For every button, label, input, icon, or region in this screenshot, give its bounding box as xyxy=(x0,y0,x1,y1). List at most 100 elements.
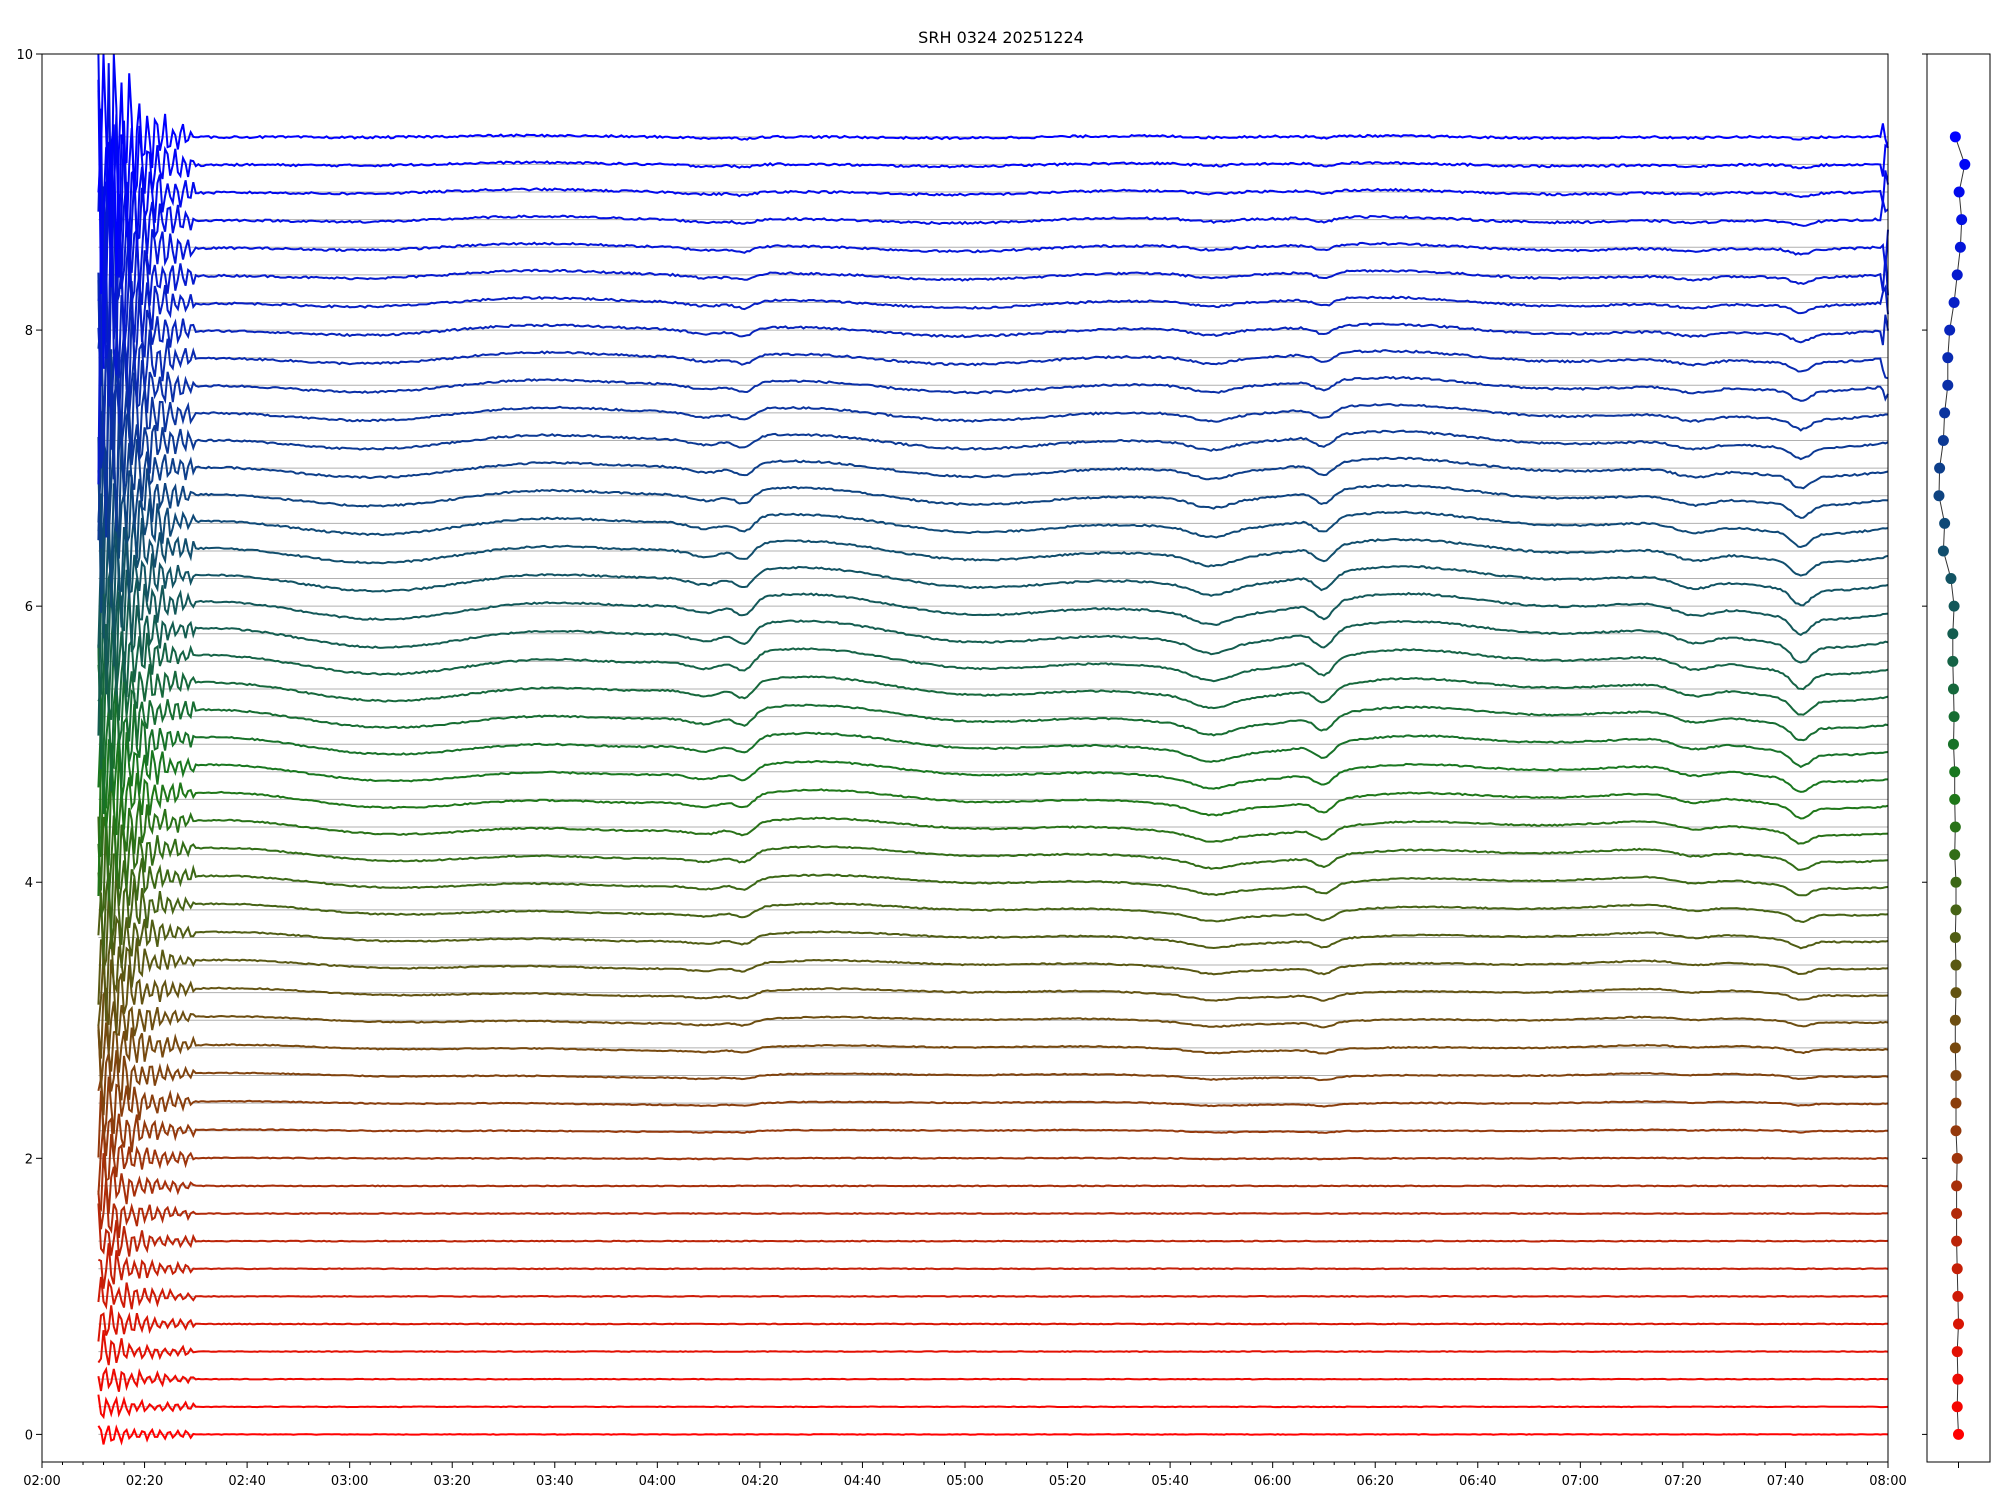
side-marker xyxy=(1952,1373,1964,1385)
side-marker xyxy=(1949,1042,1961,1054)
x-tick-label: 06:40 xyxy=(1459,1474,1496,1489)
trace-line xyxy=(97,1090,1889,1158)
side-marker xyxy=(1944,324,1956,336)
trace-line xyxy=(97,316,1889,538)
side-marker xyxy=(1939,407,1951,419)
side-marker xyxy=(1949,131,1961,143)
x-tick-label: 03:20 xyxy=(433,1474,470,1489)
x-tick-label: 02:20 xyxy=(126,1474,163,1489)
trace-line xyxy=(97,1394,1889,1420)
trace-line xyxy=(97,1179,1889,1238)
side-panel xyxy=(1922,53,1991,1468)
side-marker xyxy=(1951,1208,1963,1220)
side-marker xyxy=(1948,711,1960,723)
trace-line xyxy=(97,933,1889,1022)
x-tick-label: 02:00 xyxy=(23,1474,60,1489)
x-tick-label: 05:20 xyxy=(1049,1474,1086,1489)
trace-line xyxy=(97,955,1889,1036)
side-marker xyxy=(1951,1263,1963,1275)
side-marker xyxy=(1956,214,1968,226)
side-marker xyxy=(1951,1346,1963,1358)
x-tick-label: 07:00 xyxy=(1562,1474,1599,1489)
side-marker xyxy=(1954,241,1966,253)
y-tick-label: 6 xyxy=(25,600,33,615)
x-tick-label: 07:40 xyxy=(1767,1474,1804,1489)
trace-line xyxy=(97,750,1889,897)
trace-line xyxy=(97,194,1889,485)
trace-line xyxy=(97,813,1889,934)
x-tick-label: 07:20 xyxy=(1664,1474,1701,1489)
side-marker xyxy=(1947,683,1959,695)
side-marker xyxy=(1950,987,1962,999)
trace-line xyxy=(97,53,1889,288)
trace-line xyxy=(97,439,1889,549)
trace-line xyxy=(97,272,1889,469)
trace-line xyxy=(97,1243,1889,1289)
side-marker xyxy=(1950,876,1962,888)
x-tick-label: 04:20 xyxy=(741,1474,778,1489)
side-marker xyxy=(1942,352,1954,364)
trace-line xyxy=(97,892,1889,970)
trace-line xyxy=(97,766,1889,880)
trace-line xyxy=(97,722,1888,809)
side-marker xyxy=(1937,545,1949,557)
x-tick-label: 04:40 xyxy=(844,1474,881,1489)
trace-line xyxy=(97,986,1889,1059)
side-marker xyxy=(1953,186,1965,198)
side-marker xyxy=(1959,158,1971,170)
trace-line xyxy=(97,108,1889,319)
side-marker xyxy=(1950,1125,1962,1137)
side-marker xyxy=(1947,738,1959,750)
trace-line xyxy=(97,204,1889,350)
side-marker xyxy=(1952,1290,1964,1302)
trace-line xyxy=(97,493,1889,639)
trace-line xyxy=(97,436,1889,613)
side-marker xyxy=(1949,849,1961,861)
trace-line xyxy=(97,349,1889,541)
side-marker xyxy=(1951,1235,1963,1247)
trace-line xyxy=(97,1022,1889,1088)
x-tick-label: 03:40 xyxy=(536,1474,573,1489)
trace-line xyxy=(97,63,1889,369)
side-marker xyxy=(1933,490,1945,502)
trace-line xyxy=(97,53,1889,295)
trace-line xyxy=(97,867,1889,959)
trace-line xyxy=(97,53,1889,277)
x-tick-label: 04:00 xyxy=(639,1474,676,1489)
trace-line xyxy=(97,604,1889,713)
chart-title: SRH 0324 20251224 xyxy=(918,28,1084,47)
side-marker xyxy=(1948,296,1960,308)
y-tick-label: 4 xyxy=(25,876,33,891)
trace-line xyxy=(97,395,1889,538)
trace-line xyxy=(97,552,1889,671)
y-tick-label: 2 xyxy=(25,1152,33,1167)
trace-line xyxy=(97,664,1889,815)
trace-line xyxy=(97,1366,1889,1392)
side-marker xyxy=(1950,1069,1962,1081)
side-marker xyxy=(1948,600,1960,612)
side-marker xyxy=(1949,821,1961,833)
side-marker xyxy=(1949,793,1961,805)
trace-line xyxy=(97,280,1889,454)
side-panel-markers xyxy=(1933,131,1971,1440)
y-tick-label: 0 xyxy=(25,1428,33,1443)
side-marker xyxy=(1953,1318,1964,1330)
trace-line xyxy=(97,560,1889,736)
side-marker xyxy=(1951,1180,1963,1192)
trace-line xyxy=(97,470,1889,608)
side-marker xyxy=(1947,655,1959,667)
trace-line xyxy=(97,186,1889,407)
x-tick-label: 03:00 xyxy=(331,1474,368,1489)
y-axis-ticks: 0 2 4 6 8 10 xyxy=(16,48,42,1443)
trace-series xyxy=(97,53,1889,1446)
trace-line xyxy=(97,1124,1889,1195)
x-tick-label: 08:00 xyxy=(1869,1474,1906,1489)
x-tick-label: 05:40 xyxy=(1151,1474,1188,1489)
x-tick-label: 06:20 xyxy=(1356,1474,1393,1489)
trace-line xyxy=(97,1330,1889,1366)
side-marker xyxy=(1949,931,1961,943)
side-marker xyxy=(1949,1014,1961,1026)
trace-line xyxy=(97,1029,1889,1116)
trace-line xyxy=(97,1076,1889,1139)
